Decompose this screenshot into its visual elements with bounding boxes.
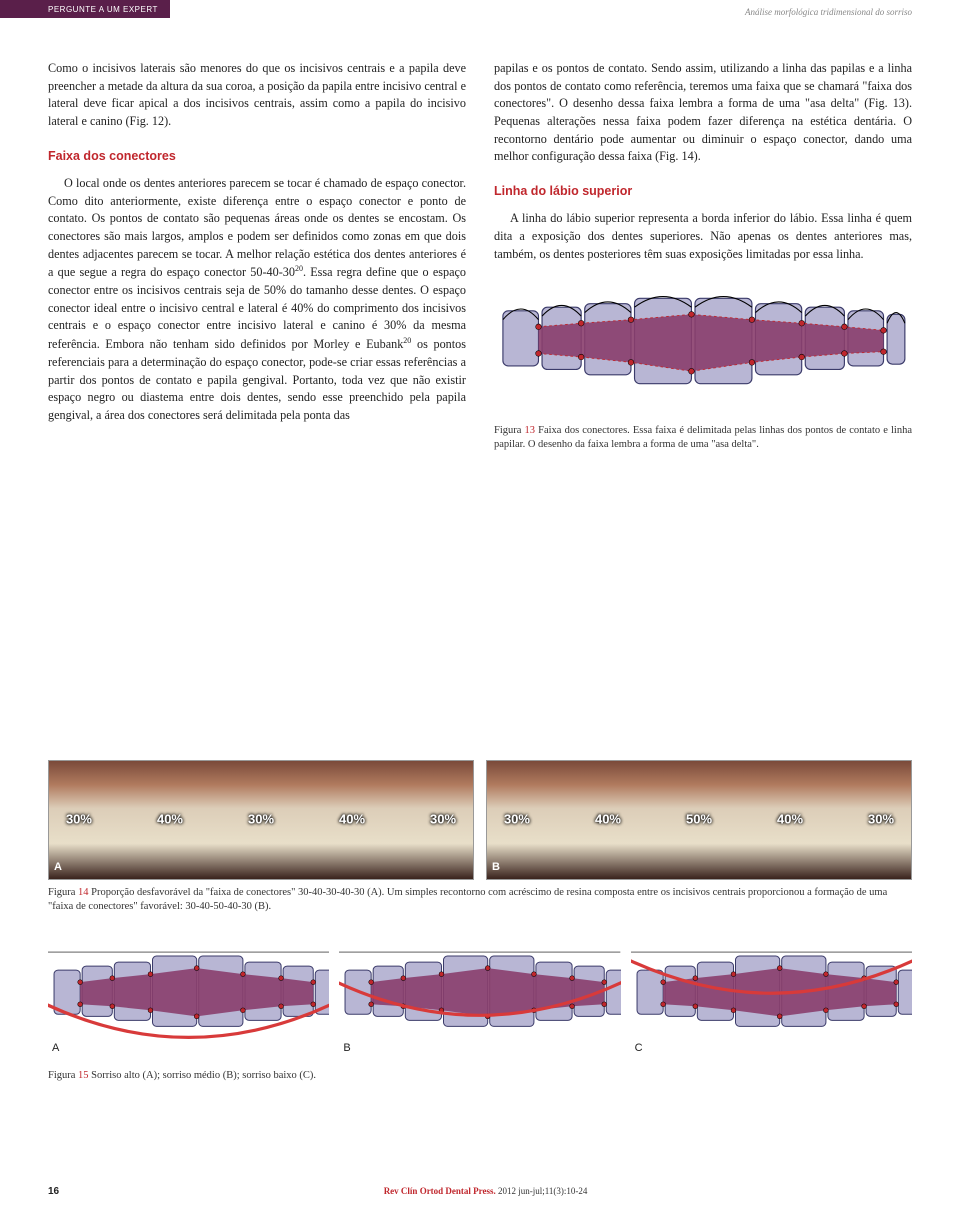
- figure-14-caption: Figura 14 Proporção desfavorável da "fai…: [48, 886, 912, 914]
- panel-label: B: [343, 1041, 350, 1057]
- percent-row-b: 30% 40% 50% 40% 30%: [504, 811, 894, 830]
- page-footer: 16 Rev Clín Ortod Dental Press. 2012 jun…: [48, 1185, 912, 1200]
- text: O local onde os dentes anteriores parece…: [48, 176, 466, 280]
- figure-15-panel-a: A: [48, 948, 329, 1059]
- pct-label: 50%: [686, 811, 712, 830]
- paragraph: papilas e os pontos de contato. Sendo as…: [494, 60, 912, 166]
- figure-label: Figura: [48, 887, 75, 898]
- journal-issue: 2012 jun-jul;11(3):10-24: [496, 1186, 588, 1196]
- figure-15-diagram-b: [339, 948, 620, 1059]
- paragraph: Como o incisivos laterais são menores do…: [48, 60, 466, 131]
- figure-caption-text: Sorriso alto (A); sorriso médio (B); sor…: [89, 1070, 316, 1081]
- figure-14-panel-b: 30% 40% 50% 40% 30% B: [486, 760, 912, 880]
- paragraph: O local onde os dentes anteriores parece…: [48, 175, 466, 425]
- left-column: Como o incisivos laterais são menores do…: [48, 60, 466, 452]
- figure-15-diagram-a: [48, 948, 329, 1059]
- panel-label: C: [635, 1041, 643, 1057]
- figure-number: 15: [78, 1070, 89, 1081]
- figure-15-panel-b: B: [339, 948, 620, 1059]
- figure-15-caption: Figura 15 Sorriso alto (A); sorriso médi…: [48, 1069, 912, 1083]
- figure-15-diagram-c: [631, 948, 912, 1059]
- journal-name: Rev Clín Ortod Dental Press.: [384, 1186, 496, 1196]
- figure-number: 14: [78, 887, 89, 898]
- section-heading: Faixa dos conectores: [48, 147, 466, 165]
- figure-label: Figura: [494, 425, 521, 436]
- panel-label: A: [52, 1041, 59, 1057]
- figure-14: 30% 40% 30% 40% 30% A 30% 40% 50% 40% 30…: [48, 760, 912, 914]
- section-label: PERGUNTE A UM EXPERT: [0, 0, 170, 18]
- pct-label: 30%: [248, 811, 274, 830]
- figure-caption-text: Faixa dos conectores. Essa faixa é delim…: [494, 425, 912, 450]
- panel-label: B: [492, 860, 500, 876]
- figure-caption-text: Proporção desfavorável da "faixa de cone…: [48, 887, 887, 912]
- pct-label: 30%: [868, 811, 894, 830]
- percent-row-a: 30% 40% 30% 40% 30%: [66, 811, 456, 830]
- figure-14-panel-a: 30% 40% 30% 40% 30% A: [48, 760, 474, 880]
- pct-label: 40%: [157, 811, 183, 830]
- superscript-ref: 20: [295, 264, 303, 273]
- pct-label: 30%: [504, 811, 530, 830]
- pct-label: 40%: [595, 811, 621, 830]
- page-number: 16: [48, 1185, 59, 1200]
- pct-label: 30%: [430, 811, 456, 830]
- pct-label: 40%: [339, 811, 365, 830]
- figure-15: A B C Figura 15 Sorriso alto (A); sorris…: [48, 948, 912, 1083]
- teeth-photo-b: 30% 40% 50% 40% 30%: [486, 760, 912, 880]
- body-content: Como o incisivos laterais são menores do…: [48, 60, 912, 452]
- section-heading: Linha do lábio superior: [494, 182, 912, 200]
- figure-15-panel-c: C: [631, 948, 912, 1059]
- right-column: papilas e os pontos de contato. Sendo as…: [494, 60, 912, 452]
- panel-label: A: [54, 860, 62, 876]
- figure-number: 13: [525, 425, 536, 436]
- running-title: Análise morfológica tridimensional do so…: [745, 6, 912, 19]
- page-header: PERGUNTE A UM EXPERT Análise morfológica…: [0, 0, 960, 18]
- figure-13-caption: Figura 13 Faixa dos conectores. Essa fai…: [494, 424, 912, 452]
- figure-13-diagram: [494, 293, 912, 418]
- paragraph: A linha do lábio superior representa a b…: [494, 210, 912, 263]
- pct-label: 30%: [66, 811, 92, 830]
- journal-reference: Rev Clín Ortod Dental Press. 2012 jun-ju…: [384, 1185, 588, 1198]
- teeth-photo-a: 30% 40% 30% 40% 30%: [48, 760, 474, 880]
- figure-label: Figura: [48, 1070, 75, 1081]
- pct-label: 40%: [777, 811, 803, 830]
- figure-13: Figura 13 Faixa dos conectores. Essa fai…: [494, 293, 912, 452]
